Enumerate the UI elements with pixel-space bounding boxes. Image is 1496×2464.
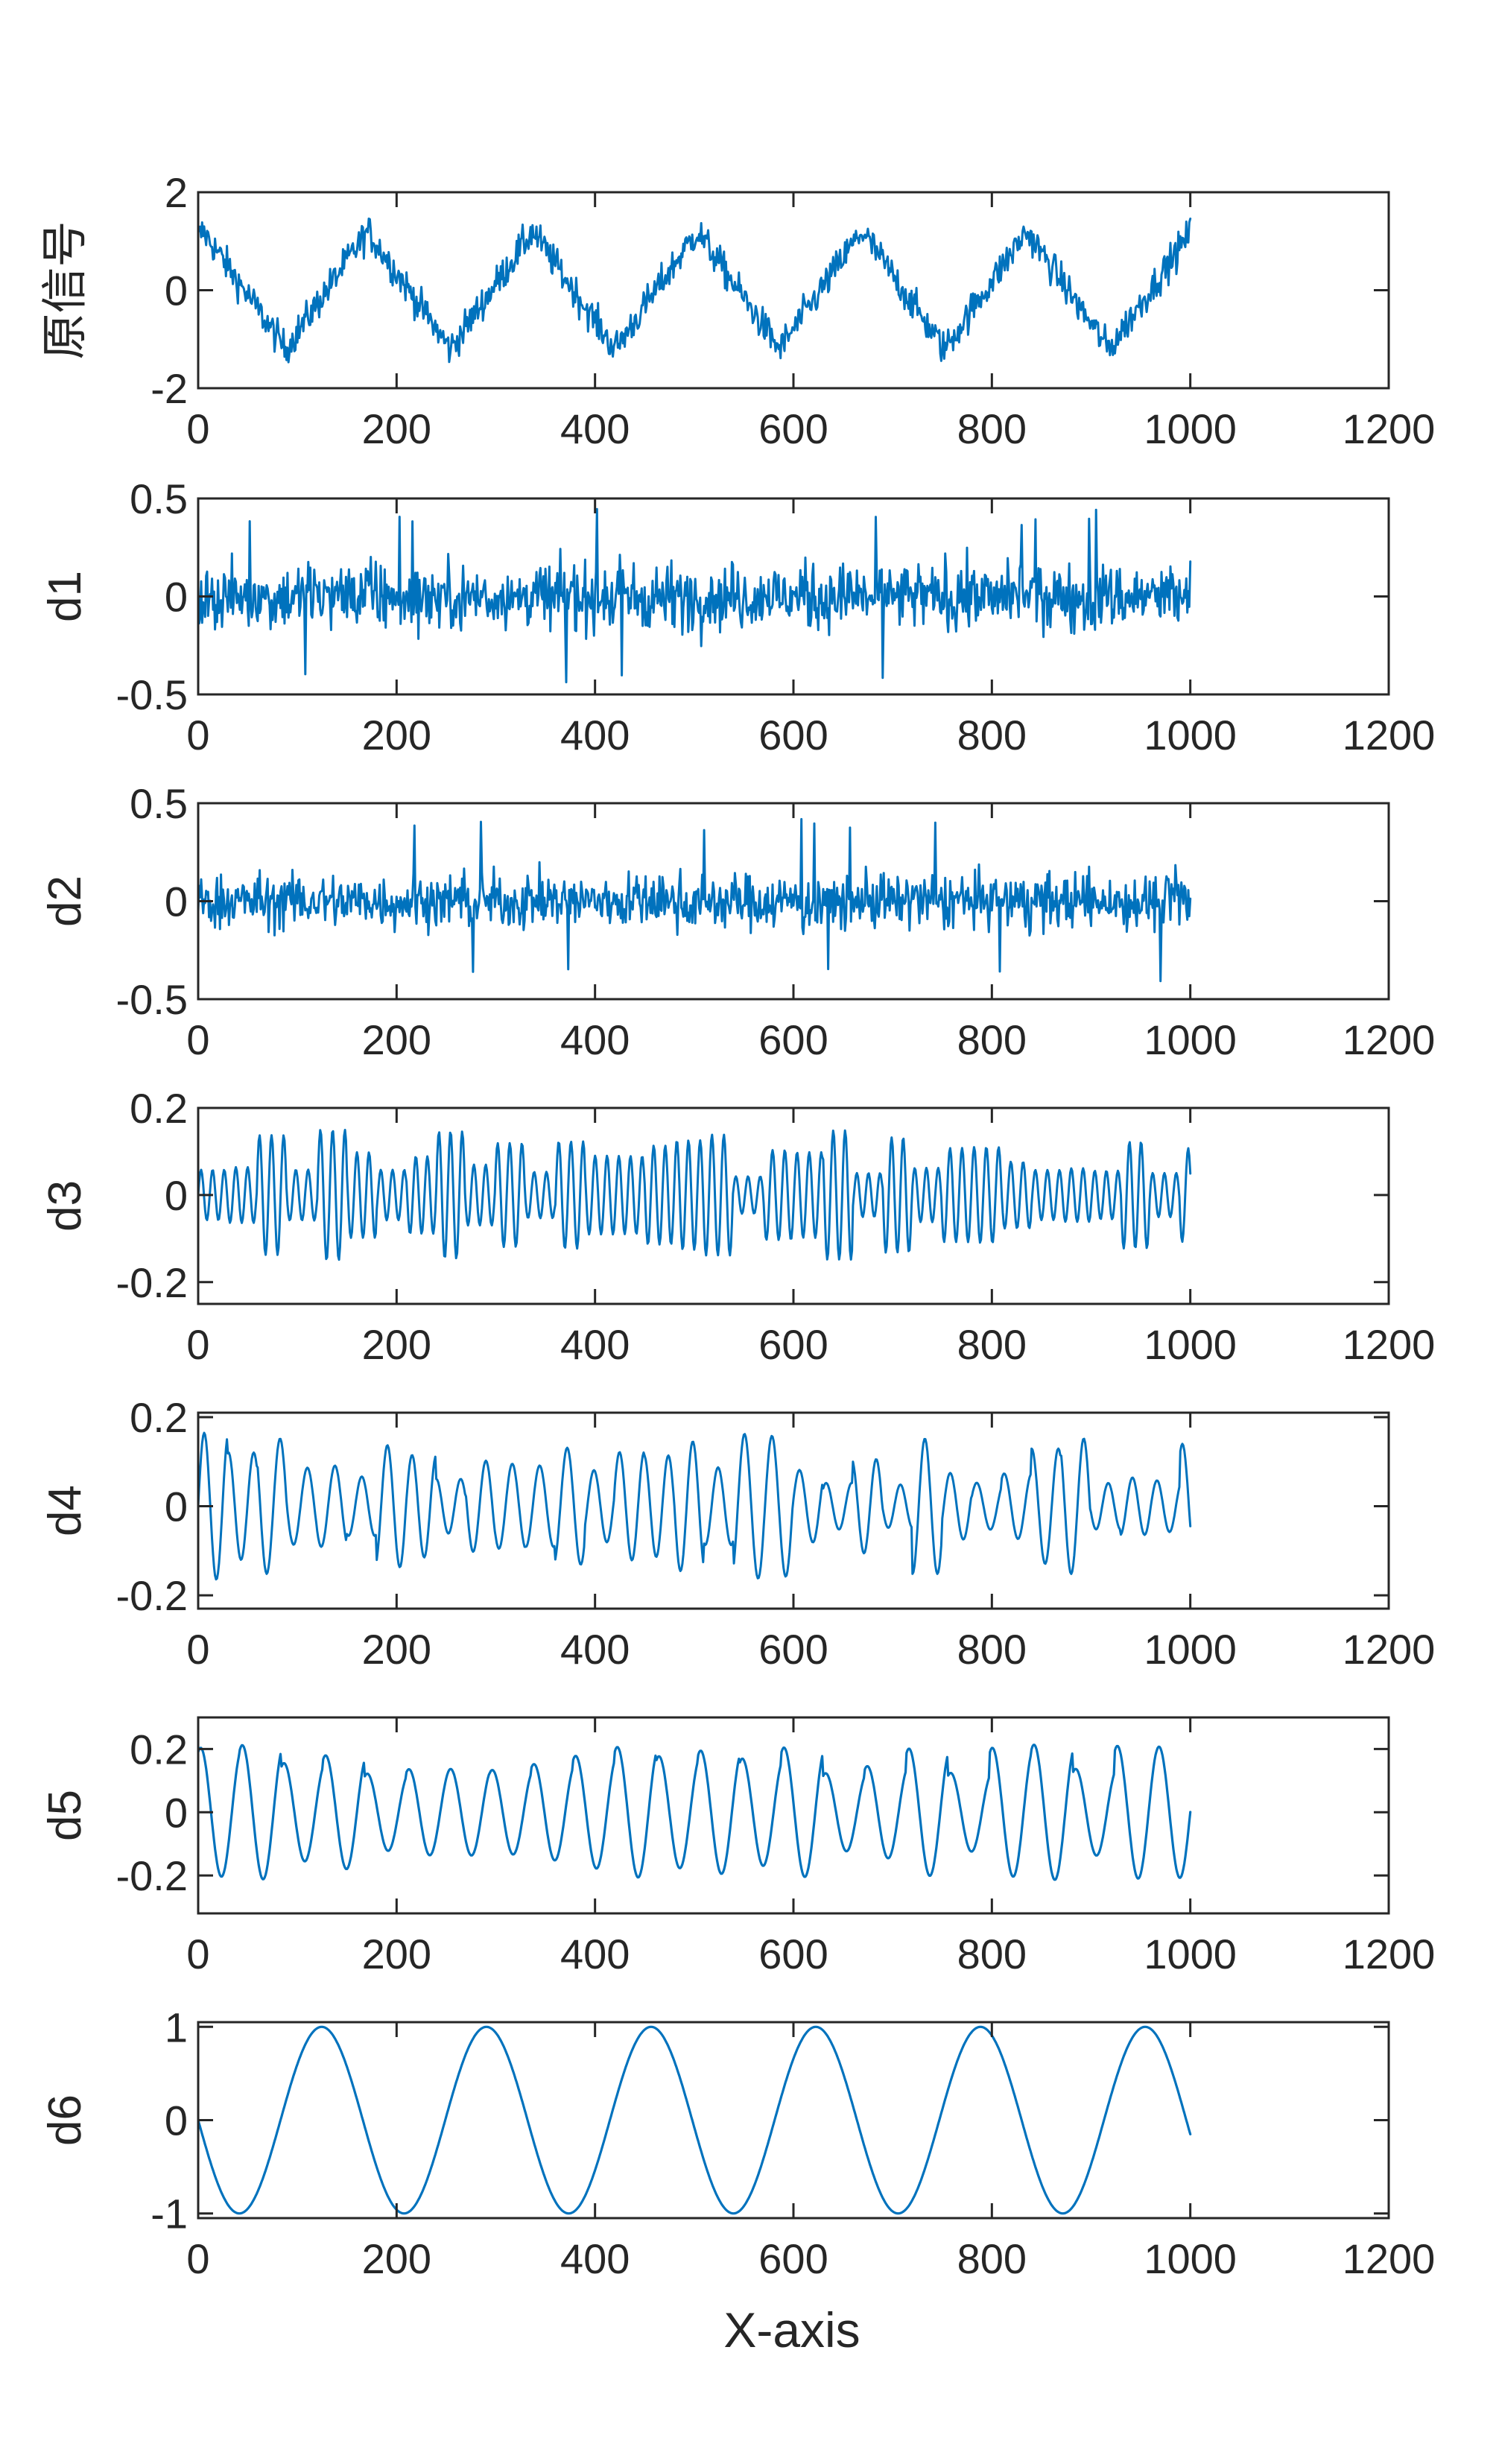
x-tick-label: 1200	[1343, 405, 1436, 452]
x-tick-label: 0	[186, 405, 209, 452]
x-tick-label: 400	[560, 1016, 630, 1063]
x-tick-label: 1000	[1144, 712, 1237, 758]
y-axis-label-6: d5	[39, 1790, 91, 1841]
y-axis-label-1: 原信号	[39, 221, 91, 359]
x-tick-label: 600	[758, 2235, 828, 2282]
subplot-2: 0 200 400 600 800 1000 1200-0.500.5d1	[39, 475, 1435, 758]
series-line-5-1	[198, 1431, 1192, 1581]
x-tick-label: 1000	[1144, 1321, 1237, 1368]
x-tick-label: 1200	[1343, 1016, 1436, 1063]
y-tick-label: 0.5	[130, 475, 188, 522]
y-axis-label-3: d2	[39, 875, 91, 927]
x-tick-label: 1000	[1144, 405, 1237, 452]
y-tick-label: 0	[165, 2097, 188, 2144]
x-tick-label: 1200	[1343, 1626, 1436, 1673]
x-tick-label: 0	[186, 1321, 209, 1368]
x-tick-label: 1200	[1343, 1931, 1436, 1977]
y-tick-label: 0.2	[130, 1085, 188, 1132]
y-tick-label: -2	[150, 365, 188, 412]
series-line-3-1	[198, 817, 1192, 983]
x-tick-label: 600	[758, 405, 828, 452]
x-tick-label: 1200	[1343, 1321, 1436, 1368]
x-tick-label: 200	[362, 1016, 431, 1063]
x-tick-label: 200	[362, 1931, 431, 1977]
x-tick-label: 0	[186, 1931, 209, 1977]
series-line-2-1	[198, 507, 1192, 684]
subplot-3: 0 200 400 600 800 1000 1200-0.500.5d2	[39, 780, 1435, 1063]
y-tick-label: 0	[165, 574, 188, 621]
x-tick-label: 0	[186, 1016, 209, 1063]
subplot-6: 0 200 400 600 800 1000 1200 -0.2 0 0.2 d5	[39, 1716, 1436, 1977]
x-axis-label: X-axis	[723, 2302, 860, 2357]
x-tick-label: 600	[758, 1931, 828, 1977]
y-tick-label: -0.2	[116, 1572, 188, 1619]
series-line-7-1	[198, 2025, 1192, 2215]
plot-frame-1	[197, 191, 1390, 390]
y-axis-label-2: d1	[39, 571, 91, 622]
x-tick-label: 800	[957, 2235, 1027, 2282]
x-tick-label: 600	[758, 1626, 828, 1673]
x-tick-label: 800	[957, 1321, 1027, 1368]
y-axis-label-4: d3	[39, 1180, 91, 1232]
y-tick-label: 2	[165, 169, 188, 216]
x-tick-label: 800	[957, 1931, 1027, 1977]
x-tick-label: 800	[957, 1626, 1027, 1673]
x-tick-label: 200	[362, 1321, 431, 1368]
x-tick-label: 200	[362, 405, 431, 452]
y-tick-label: 0	[165, 1789, 188, 1836]
x-tick-label: 1000	[1144, 2235, 1237, 2282]
y-tick-label: -0.2	[116, 1259, 188, 1306]
x-tick-label: 1000	[1144, 1626, 1237, 1673]
x-tick-label: 1200	[1343, 2235, 1436, 2282]
series-line-6-1	[198, 1744, 1192, 1881]
y-tick-label: 0.5	[130, 780, 188, 827]
y-tick-label: 0	[165, 1172, 188, 1219]
x-tick-label: 200	[362, 1626, 431, 1673]
y-axis-label-5: d4	[39, 1485, 91, 1536]
plot-frame-7	[197, 2021, 1390, 2220]
subplot-4: 0 200 400 600 800 1000 1200 -0.2 0 0.2 d3	[39, 1085, 1435, 1368]
y-tick-label: 0	[165, 1483, 188, 1530]
x-tick-label: 400	[560, 405, 630, 452]
y-axis-label-7: d6	[39, 2094, 91, 2146]
subplot-5: 0 200 400 600 800 1000 1200 -0.2 0 0.2 d4	[39, 1394, 1435, 1673]
y-tick-label: 1	[165, 2004, 188, 2050]
y-tick-label: 0	[165, 267, 188, 314]
series-line-1-1	[198, 218, 1192, 364]
x-tick-label: 400	[560, 1626, 630, 1673]
y-tick-label: 0	[165, 878, 188, 925]
x-tick-label: 600	[758, 1016, 828, 1063]
x-tick-label: 400	[560, 2235, 630, 2282]
plot-frame-6	[197, 1716, 1390, 1915]
x-tick-label: 0	[186, 2235, 209, 2282]
x-tick-label: 1000	[1144, 1016, 1237, 1063]
x-tick-label: 800	[957, 1016, 1027, 1063]
x-tick-label: 600	[758, 1321, 828, 1368]
x-tick-label: 0	[186, 712, 209, 758]
x-tick-label: 400	[560, 1321, 630, 1368]
x-tick-label: 400	[560, 712, 630, 758]
x-tick-label: 200	[362, 2235, 431, 2282]
x-tick-label: 1200	[1343, 712, 1436, 758]
y-tick-label: 0.2	[130, 1394, 188, 1441]
x-tick-label: 200	[362, 712, 431, 758]
x-tick-label: 400	[560, 1931, 630, 1977]
y-tick-label: -1	[150, 2191, 188, 2237]
series-line-4-1	[198, 1129, 1192, 1261]
y-tick-label: 0.2	[130, 1726, 188, 1773]
x-tick-label: 800	[957, 405, 1027, 452]
x-tick-label: 600	[758, 712, 828, 758]
x-tick-label: 1000	[1144, 1931, 1237, 1977]
y-tick-label: -0.2	[116, 1852, 188, 1899]
x-tick-label: 800	[957, 712, 1027, 758]
y-tick-label: -0.5	[116, 671, 188, 718]
y-tick-label: -0.5	[116, 976, 188, 1023]
x-tick-label: 0	[186, 1626, 209, 1673]
